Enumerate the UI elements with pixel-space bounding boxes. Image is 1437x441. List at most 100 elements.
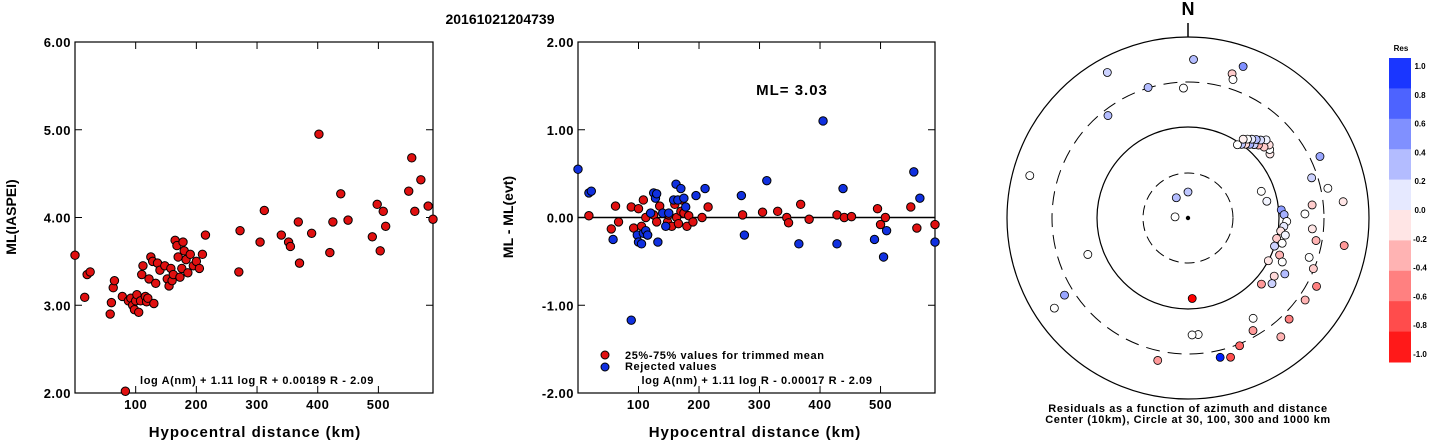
station-point — [1277, 238, 1287, 248]
trimmed-point — [584, 211, 594, 221]
station-point — [1189, 55, 1198, 64]
station-point — [1248, 326, 1258, 335]
rejected-point — [930, 237, 940, 247]
rejected-point — [700, 183, 710, 194]
data-point — [149, 298, 159, 309]
p1-axes: 2.00 3.00 4.00 5.00 6.00 100 200 300 400 500 — [44, 35, 434, 412]
rejected-point — [642, 230, 653, 240]
y-tick-label: 2.00 — [547, 35, 574, 50]
station-point — [1338, 197, 1348, 207]
station-point — [1226, 352, 1235, 362]
station-point — [1276, 332, 1286, 342]
rejected-point — [608, 234, 618, 245]
colorbar-tick-label: 0.8 — [1414, 91, 1426, 100]
rejected-point — [818, 116, 828, 126]
rejected-point — [869, 234, 880, 245]
colorbar-cell — [1389, 270, 1411, 302]
trimmed-point — [912, 223, 922, 233]
p2-annotation: ML= 3.03 — [756, 82, 828, 99]
trimmed-point — [697, 212, 707, 223]
trimmed-point — [638, 195, 649, 205]
trimmed-point — [651, 217, 662, 227]
data-point — [134, 307, 144, 317]
data-point — [259, 205, 270, 216]
rejected-point — [909, 167, 919, 177]
y-tick-label: 5.00 — [44, 123, 71, 138]
station-point — [1307, 200, 1317, 210]
trimmed-point — [757, 207, 768, 217]
data-point — [314, 129, 324, 139]
trimmed-point — [737, 210, 748, 220]
station-point — [1323, 183, 1333, 193]
center-dot — [1185, 215, 1191, 221]
station-point — [1312, 281, 1321, 291]
polar-rings — [1006, 36, 1370, 400]
station-point — [1238, 62, 1248, 71]
colorbar-cell — [1389, 240, 1411, 272]
station-point — [1270, 241, 1279, 251]
trimmed-point — [633, 204, 644, 214]
station-point — [1300, 295, 1310, 305]
rejected-point — [878, 252, 889, 262]
trimmed-point — [703, 202, 713, 212]
trimmed-point — [872, 204, 883, 214]
trimmed-point — [673, 218, 684, 229]
rejected-point — [794, 239, 804, 249]
data-point — [367, 232, 378, 242]
data-point — [200, 230, 211, 240]
trimmed-point — [804, 214, 814, 224]
station-point — [1233, 140, 1242, 150]
rejected-point — [736, 190, 747, 201]
data-point — [428, 214, 438, 224]
station-point — [1170, 212, 1180, 222]
station-point — [1238, 134, 1248, 144]
station-point — [1183, 187, 1193, 197]
p2-points — [573, 116, 940, 325]
rejected-point — [832, 239, 842, 249]
data-point — [343, 215, 353, 225]
panel-polar: N Residuals as a function of azimuth and… — [1006, 0, 1370, 426]
colorbar-tick-label: -0.6 — [1413, 292, 1427, 301]
data-point — [151, 278, 161, 289]
polar-caption-1: Residuals as a function of azimuth and d… — [1048, 403, 1327, 415]
legend-blue-marker — [600, 362, 610, 372]
data-point — [144, 274, 154, 284]
rejected-point — [679, 193, 689, 203]
x-tick-label: 100 — [124, 397, 147, 412]
trimmed-point — [795, 199, 806, 210]
colorbar-cell — [1389, 179, 1411, 211]
polar-points — [1025, 55, 1349, 365]
station-point — [1235, 341, 1245, 351]
data-point — [105, 309, 115, 319]
data-point — [106, 297, 117, 308]
station-point — [1083, 250, 1093, 259]
data-point — [276, 230, 287, 240]
data-point — [178, 237, 188, 247]
station-point — [1171, 193, 1181, 203]
station-point — [1284, 314, 1294, 324]
colorbar-ticks: 1.0 0.8 0.6 0.4 0.2 0.0 -0.2 -0.4 -0.6 -0.8 -1.0 — [1413, 62, 1427, 359]
data-point — [410, 206, 420, 217]
data-point — [197, 249, 208, 260]
x-tick-label: 100 — [627, 397, 650, 412]
colorbar-cell — [1389, 88, 1411, 120]
north-label: N — [1182, 0, 1195, 19]
rejected-point — [676, 183, 686, 194]
x-tick-label: 300 — [245, 397, 268, 412]
colorbar-tick-label: -0.4 — [1413, 264, 1427, 273]
data-point — [404, 186, 414, 196]
data-point — [235, 225, 245, 236]
p2-xlabel: Hypocentral distance (km) — [649, 424, 862, 441]
data-point — [416, 175, 426, 185]
x-tick-label: 400 — [306, 397, 329, 412]
plot-frame — [74, 41, 434, 394]
station-point — [1307, 224, 1317, 234]
colorbar-tick-label: 0.4 — [1414, 148, 1426, 157]
station-point — [1153, 356, 1163, 365]
data-point — [255, 237, 265, 247]
station-point — [1304, 252, 1314, 262]
data-point — [85, 267, 95, 277]
trimmed-point — [880, 212, 891, 223]
colorbar-tick-label: -0.8 — [1413, 321, 1427, 330]
data-point — [306, 228, 317, 238]
